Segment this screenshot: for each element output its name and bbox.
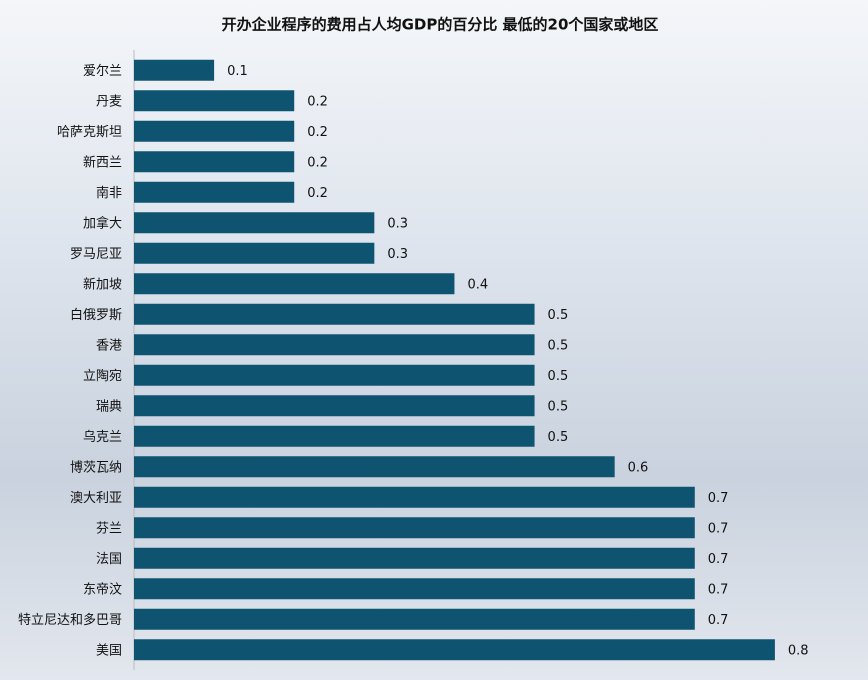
value-label: 0.2 (307, 186, 328, 201)
bar (134, 425, 535, 447)
y-tick-label: 东帝汶 (83, 581, 122, 597)
y-tick-label: 澳大利亚 (70, 490, 122, 506)
value-label: 0.6 (628, 460, 649, 475)
value-label: 0.5 (548, 338, 569, 353)
y-tick-label: 博茨瓦纳 (70, 460, 122, 475)
bar (134, 120, 295, 142)
chart-title: 开办企业程序的费用占人均GDP的百分比 最低的20个国家或地区 (222, 16, 659, 34)
y-tick-label: 爱尔兰 (83, 64, 122, 79)
value-label: 0.7 (708, 552, 729, 567)
value-label: 0.3 (387, 247, 408, 262)
bar (134, 486, 695, 508)
value-label: 0.7 (708, 613, 729, 628)
bar (134, 608, 695, 630)
y-tick-label: 法国 (96, 552, 122, 567)
value-label: 0.1 (227, 64, 248, 79)
bar (134, 59, 215, 81)
value-label: 0.8 (788, 643, 809, 658)
bar (134, 242, 375, 264)
value-label: 0.5 (548, 430, 569, 445)
y-tick-label: 南非 (96, 185, 122, 201)
bar (134, 395, 535, 417)
value-label: 0.5 (548, 399, 569, 414)
y-tick-label: 白俄罗斯 (70, 307, 122, 323)
y-tick-label: 新加坡 (83, 276, 122, 292)
y-tick-label: 芬兰 (96, 521, 122, 536)
bar (134, 639, 775, 661)
y-tick-label: 瑞典 (96, 399, 122, 414)
y-tick-label: 立陶宛 (83, 368, 122, 384)
y-tick-label: 丹麦 (96, 94, 122, 109)
value-label: 0.7 (708, 582, 729, 597)
bar (134, 456, 615, 478)
value-label: 0.2 (307, 94, 328, 109)
bar (134, 517, 695, 539)
bar (134, 334, 535, 356)
bar (134, 151, 295, 173)
bar (134, 547, 695, 569)
bar (134, 578, 695, 600)
bar (134, 212, 375, 234)
y-tick-label: 哈萨克斯坦 (57, 125, 122, 140)
bar (134, 90, 295, 112)
y-tick-label: 新西兰 (83, 154, 122, 170)
value-label: 0.5 (548, 308, 569, 323)
bar (134, 303, 535, 325)
y-tick-label: 罗马尼亚 (70, 247, 122, 262)
value-label: 0.2 (307, 125, 328, 140)
y-tick-label: 美国 (96, 643, 122, 658)
y-tick-label: 加拿大 (83, 215, 122, 231)
value-label: 0.7 (708, 491, 729, 506)
value-label: 0.7 (708, 521, 729, 536)
y-tick-label: 乌克兰 (83, 429, 122, 445)
y-tick-label: 特立尼达和多巴哥 (18, 612, 122, 628)
value-label: 0.4 (467, 277, 488, 292)
bar (134, 364, 535, 386)
value-label: 0.2 (307, 155, 328, 170)
bar (134, 181, 295, 203)
bar (134, 273, 455, 295)
value-label: 0.3 (387, 216, 408, 231)
value-label: 0.5 (548, 369, 569, 384)
y-tick-label: 香港 (96, 338, 122, 353)
